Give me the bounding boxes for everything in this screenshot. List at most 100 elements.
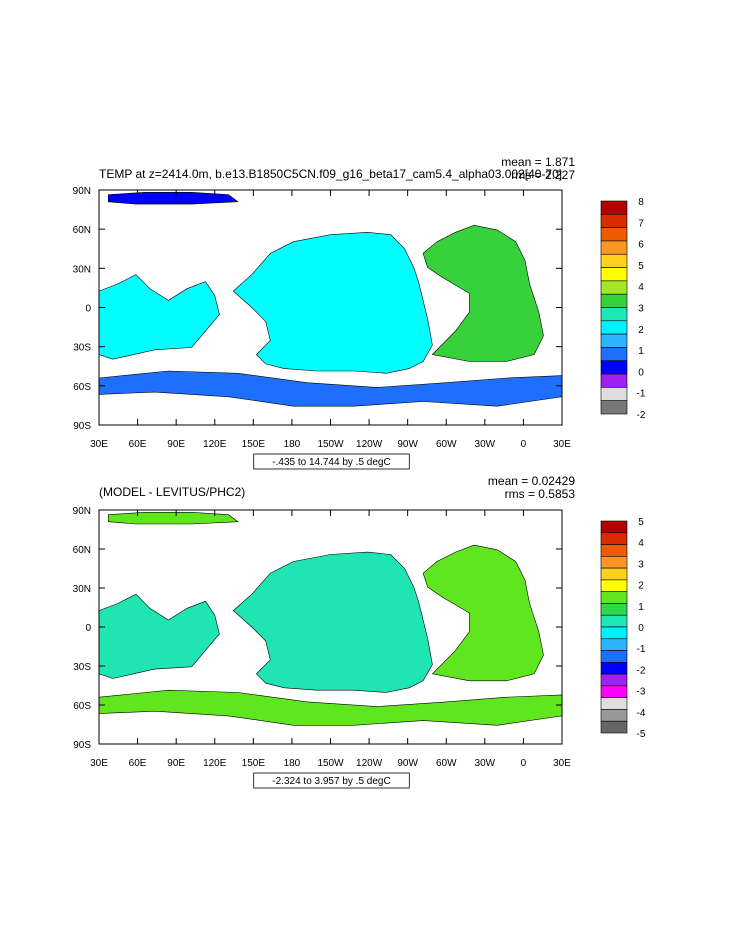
colorbar-label: 6 [638, 240, 644, 251]
y-tick-label: 60S [73, 382, 91, 393]
colorbar-segment [600, 638, 628, 651]
colorbar-label: 7 [638, 218, 644, 229]
colorbar-label: 3 [638, 559, 644, 570]
x-tick-label: 30W [475, 439, 496, 450]
colorbar-label: -3 [637, 687, 646, 698]
y-tick-label: 90N [73, 506, 91, 517]
colorbar-segment [600, 214, 628, 228]
colorbar-label: 5 [638, 517, 644, 528]
colorbar-label: 1 [638, 602, 644, 613]
colorbar-segment [600, 626, 628, 640]
x-tick-label: 180 [284, 439, 301, 450]
colorbar-segment [600, 697, 628, 710]
ocean-region-arctic [108, 511, 239, 525]
y-tick-label: 0 [85, 623, 91, 634]
x-tick-label: 30W [475, 758, 496, 769]
y-tick-label: 60S [73, 701, 91, 712]
colorbar-label: 0 [638, 367, 644, 378]
colorbar-segment [600, 387, 628, 401]
colorbar-segment [600, 200, 628, 215]
colorbar-label: 1 [638, 346, 644, 357]
colorbar-label: 2 [638, 325, 644, 336]
x-tick-label: 60E [129, 439, 147, 450]
contour-range-label: -.435 to 14.744 by .5 degC [272, 457, 390, 468]
x-tick-label: 150W [317, 439, 344, 450]
x-tick-label: 150E [242, 439, 266, 450]
colorbar-segment [600, 544, 628, 557]
y-tick-label: 30N [73, 264, 91, 275]
colorbar-label: 0 [638, 623, 644, 634]
x-tick-label: 150W [317, 758, 344, 769]
colorbar-segment [600, 556, 628, 569]
colorbar-segment [600, 347, 628, 362]
x-tick-label: 120W [356, 439, 383, 450]
ocean-region-indian [98, 274, 220, 360]
x-tick-label: 90W [397, 439, 418, 450]
colorbar-label: -2 [637, 665, 646, 676]
colorbar-label: 2 [638, 581, 644, 592]
x-tick-label: 30E [90, 439, 108, 450]
ocean-region-atlantic [422, 544, 544, 682]
ocean-region-indian [98, 593, 220, 679]
colorbar-segment [600, 320, 628, 335]
colorbar-segment [600, 673, 628, 687]
colorbar-label: -1 [637, 644, 646, 655]
colorbar-segment [600, 532, 628, 545]
y-tick-label: 90S [73, 740, 91, 751]
colorbar-segment [600, 650, 628, 663]
colorbar-segment [600, 614, 628, 628]
x-tick-label: 0 [521, 758, 527, 769]
ocean-region-pacific [232, 231, 433, 374]
y-tick-label: 60N [73, 225, 91, 236]
y-tick-label: 90N [73, 186, 91, 197]
y-tick-label: 30S [73, 662, 91, 673]
colorbar-segment [600, 567, 628, 581]
x-tick-label: 120E [203, 439, 227, 450]
colorbar-label: -1 [637, 389, 646, 400]
chart-title: (MODEL - LEVITUS/PHC2) [99, 485, 245, 499]
ocean-region-pacific [232, 551, 433, 693]
x-tick-label: 60W [436, 758, 457, 769]
colorbar-segment [600, 227, 628, 242]
x-tick-label: 60E [129, 758, 147, 769]
colorbar-label: 5 [638, 261, 644, 272]
colorbar-segment [600, 591, 628, 604]
x-tick-label: 0 [521, 439, 527, 450]
ocean-region-arctic [108, 192, 239, 205]
colorbar-label: 3 [638, 304, 644, 315]
colorbar-segment [600, 603, 628, 616]
range-label-box [253, 772, 410, 789]
chart-stat: mean = 1.871 [501, 155, 575, 169]
colorbar-segment [600, 280, 628, 295]
map-panel-1: 30E 60E 90E 120E 150E 180 150W 120W 90W 60W 30W 0 30… [73, 155, 646, 470]
x-tick-label: 30E [90, 758, 108, 769]
colorbar-segment [600, 240, 628, 255]
y-tick-label: 0 [85, 304, 91, 315]
colorbar-label: 4 [638, 282, 644, 293]
colorbar-segment [600, 685, 628, 698]
colorbar-segment [600, 400, 628, 415]
colorbar-segment [600, 253, 628, 268]
map-panel-2: 30E 60E 90E 120E 150E 180 150W 120W 90W 60W 30W 0 30… [73, 474, 646, 789]
x-tick-label: 180 [284, 758, 301, 769]
colorbar-label: -2 [637, 410, 646, 421]
colorbar-segment [600, 293, 628, 308]
colorbar-segment [600, 709, 628, 722]
chart-stat: mean = 0.02429 [488, 474, 575, 488]
colorbar-segment [600, 720, 628, 734]
x-tick-label: 150E [242, 758, 266, 769]
y-tick-label: 30S [73, 343, 91, 354]
range-label-box [253, 453, 410, 470]
colorbar-segment [600, 579, 628, 592]
colorbar-label: 8 [638, 197, 644, 208]
colorbar-segment [600, 662, 628, 675]
x-tick-label: 30E [553, 758, 571, 769]
y-tick-label: 90S [73, 421, 91, 432]
x-tick-label: 120W [356, 758, 383, 769]
x-tick-label: 90E [167, 758, 185, 769]
colorbar-label: 4 [638, 538, 644, 549]
y-tick-label: 60N [73, 545, 91, 556]
chart-title: TEMP at z=2414.0m, b.e13.B1850C5CN.f09_g… [99, 167, 562, 181]
colorbar-segment [600, 520, 628, 534]
